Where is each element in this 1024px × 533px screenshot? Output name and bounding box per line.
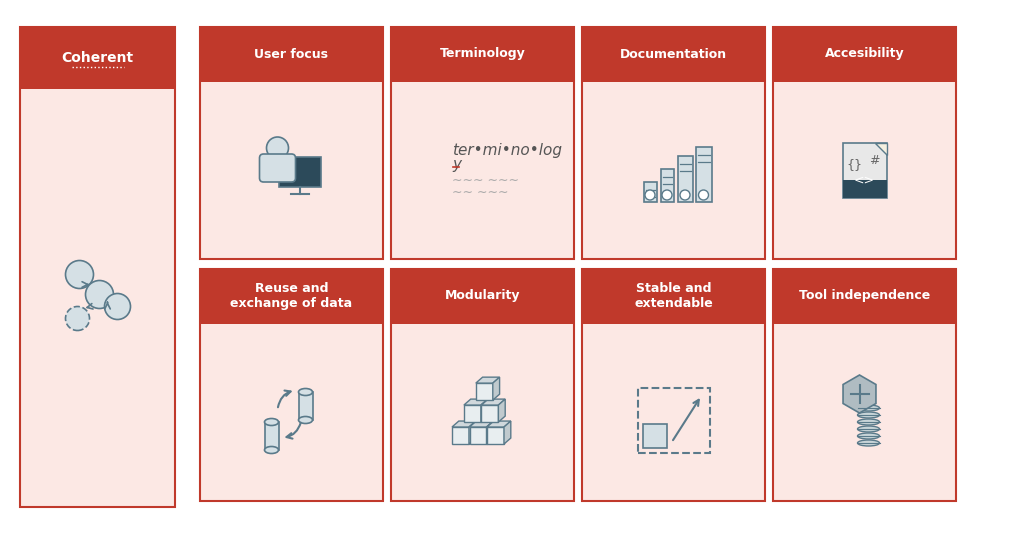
Polygon shape bbox=[499, 399, 505, 422]
Polygon shape bbox=[874, 142, 887, 155]
FancyBboxPatch shape bbox=[299, 392, 312, 420]
FancyBboxPatch shape bbox=[773, 27, 956, 82]
Text: {}: {} bbox=[847, 158, 862, 172]
Ellipse shape bbox=[857, 433, 880, 439]
Text: Terminology: Terminology bbox=[439, 47, 525, 61]
FancyBboxPatch shape bbox=[391, 269, 574, 324]
FancyBboxPatch shape bbox=[773, 269, 956, 324]
Circle shape bbox=[680, 190, 690, 200]
FancyBboxPatch shape bbox=[643, 182, 656, 202]
FancyBboxPatch shape bbox=[391, 269, 574, 500]
Polygon shape bbox=[487, 421, 511, 427]
Text: Documentation: Documentation bbox=[620, 47, 727, 61]
Text: Accesibility: Accesibility bbox=[824, 47, 904, 61]
FancyBboxPatch shape bbox=[843, 180, 887, 198]
Circle shape bbox=[66, 261, 93, 288]
Ellipse shape bbox=[857, 426, 880, 432]
Polygon shape bbox=[464, 405, 481, 422]
Polygon shape bbox=[469, 427, 486, 444]
FancyBboxPatch shape bbox=[582, 269, 765, 324]
FancyBboxPatch shape bbox=[391, 27, 574, 259]
Polygon shape bbox=[464, 399, 487, 405]
Ellipse shape bbox=[299, 416, 312, 424]
Polygon shape bbox=[843, 375, 876, 413]
FancyBboxPatch shape bbox=[20, 27, 175, 88]
Circle shape bbox=[66, 306, 89, 330]
Ellipse shape bbox=[299, 389, 312, 395]
Text: ter•mi•no•log: ter•mi•no•log bbox=[453, 142, 562, 157]
Text: y: y bbox=[453, 157, 462, 172]
Circle shape bbox=[698, 190, 709, 200]
Polygon shape bbox=[476, 377, 500, 383]
FancyBboxPatch shape bbox=[660, 169, 674, 202]
Ellipse shape bbox=[857, 412, 880, 418]
FancyBboxPatch shape bbox=[200, 269, 383, 324]
FancyBboxPatch shape bbox=[773, 269, 956, 500]
Polygon shape bbox=[452, 427, 469, 444]
Ellipse shape bbox=[857, 419, 880, 425]
Polygon shape bbox=[481, 405, 499, 422]
Text: Stable and
extendable: Stable and extendable bbox=[634, 282, 713, 310]
Ellipse shape bbox=[857, 405, 880, 411]
Text: ∼∼∼ ∼∼∼: ∼∼∼ ∼∼∼ bbox=[453, 174, 519, 187]
FancyBboxPatch shape bbox=[582, 27, 765, 82]
FancyBboxPatch shape bbox=[582, 269, 765, 500]
FancyBboxPatch shape bbox=[264, 422, 279, 450]
Polygon shape bbox=[476, 383, 493, 400]
FancyBboxPatch shape bbox=[200, 27, 383, 82]
FancyBboxPatch shape bbox=[642, 424, 667, 448]
FancyBboxPatch shape bbox=[200, 27, 383, 259]
Text: User focus: User focus bbox=[255, 47, 329, 61]
Ellipse shape bbox=[264, 447, 279, 454]
FancyBboxPatch shape bbox=[279, 157, 321, 187]
Text: Tool independence: Tool independence bbox=[799, 289, 930, 303]
Text: Modularity: Modularity bbox=[444, 289, 520, 303]
Text: Reuse and
exchange of data: Reuse and exchange of data bbox=[230, 282, 352, 310]
Polygon shape bbox=[452, 421, 476, 427]
Text: <>: <> bbox=[854, 174, 874, 187]
FancyBboxPatch shape bbox=[391, 27, 574, 82]
Polygon shape bbox=[481, 399, 505, 405]
Ellipse shape bbox=[264, 418, 279, 425]
Polygon shape bbox=[487, 427, 504, 444]
Polygon shape bbox=[481, 399, 487, 422]
Circle shape bbox=[104, 294, 130, 319]
FancyBboxPatch shape bbox=[678, 156, 692, 202]
Polygon shape bbox=[504, 421, 511, 444]
FancyBboxPatch shape bbox=[259, 154, 296, 182]
FancyBboxPatch shape bbox=[843, 142, 887, 198]
Polygon shape bbox=[493, 377, 500, 400]
Polygon shape bbox=[469, 421, 494, 427]
Text: ∼∼ ∼∼∼: ∼∼ ∼∼∼ bbox=[453, 185, 509, 198]
Text: Coherent: Coherent bbox=[61, 51, 133, 64]
FancyBboxPatch shape bbox=[695, 147, 712, 202]
Circle shape bbox=[85, 280, 114, 309]
Circle shape bbox=[266, 137, 289, 159]
Circle shape bbox=[645, 190, 655, 200]
Polygon shape bbox=[486, 421, 494, 444]
Polygon shape bbox=[469, 421, 476, 444]
FancyBboxPatch shape bbox=[582, 27, 765, 259]
FancyBboxPatch shape bbox=[200, 269, 383, 500]
FancyBboxPatch shape bbox=[20, 27, 175, 506]
FancyBboxPatch shape bbox=[773, 27, 956, 259]
Circle shape bbox=[662, 190, 672, 200]
Ellipse shape bbox=[857, 440, 880, 446]
Text: #: # bbox=[869, 154, 880, 166]
